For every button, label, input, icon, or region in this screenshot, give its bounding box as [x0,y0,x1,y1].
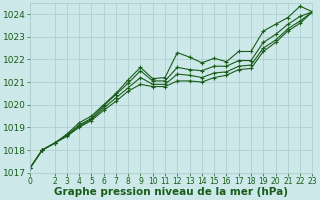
X-axis label: Graphe pression niveau de la mer (hPa): Graphe pression niveau de la mer (hPa) [54,187,288,197]
